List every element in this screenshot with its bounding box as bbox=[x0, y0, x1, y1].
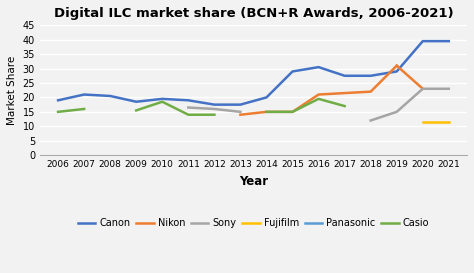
Casio bbox=[342, 105, 347, 108]
Canon bbox=[264, 96, 269, 99]
X-axis label: Year: Year bbox=[239, 174, 268, 188]
Canon bbox=[82, 93, 87, 96]
Title: Digital ILC market share (BCN+R Awards, 2006-2021): Digital ILC market share (BCN+R Awards, … bbox=[54, 7, 453, 20]
Canon bbox=[446, 40, 452, 43]
Canon bbox=[420, 40, 426, 43]
Canon bbox=[133, 100, 139, 103]
Canon bbox=[185, 99, 191, 102]
Canon bbox=[342, 74, 347, 78]
Casio bbox=[316, 97, 321, 100]
Canon bbox=[211, 103, 217, 106]
Canon bbox=[394, 70, 400, 73]
Line: Sony: Sony bbox=[371, 89, 449, 120]
Sony bbox=[368, 119, 374, 122]
Fujifilm bbox=[446, 120, 452, 124]
Nikon bbox=[420, 87, 426, 90]
Casio bbox=[290, 110, 295, 114]
Fujifilm bbox=[420, 120, 426, 124]
Canon bbox=[159, 97, 165, 100]
Sony bbox=[446, 87, 452, 90]
Line: Nikon: Nikon bbox=[397, 66, 423, 89]
Canon bbox=[237, 103, 243, 106]
Sony bbox=[420, 87, 426, 90]
Canon bbox=[290, 70, 295, 73]
Canon bbox=[316, 66, 321, 69]
Casio bbox=[264, 110, 269, 114]
Canon bbox=[368, 74, 374, 78]
Legend: Canon, Nikon, Sony, Fujifilm, Panasonic, Casio: Canon, Nikon, Sony, Fujifilm, Panasonic,… bbox=[74, 215, 433, 232]
Line: Casio: Casio bbox=[266, 99, 345, 112]
Canon bbox=[55, 99, 61, 102]
Canon bbox=[107, 94, 113, 98]
Line: Canon: Canon bbox=[58, 41, 449, 105]
Y-axis label: Market Share: Market Share bbox=[7, 56, 17, 125]
Sony bbox=[394, 110, 400, 114]
Nikon bbox=[394, 64, 400, 67]
